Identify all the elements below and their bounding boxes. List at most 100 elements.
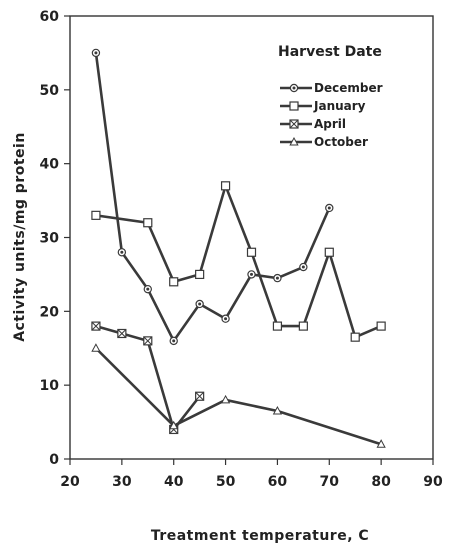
x-axis-title: Treatment temperature, C [151,528,369,544]
data-point-december [221,314,230,323]
marker-cross [117,329,127,338]
y-tick-label: 20 [40,304,60,320]
data-point-december [169,336,178,346]
marker-dot [250,272,253,276]
marker-square [91,210,101,220]
legend-label: October [314,135,368,149]
marker-dot [327,206,331,210]
y-tick-label: 50 [40,83,60,99]
data-point-january [195,269,205,280]
data-point-april [195,391,205,401]
marker-cross [289,119,299,129]
data-point-december [273,273,282,283]
marker-square [169,277,179,287]
data-point-december [117,248,127,257]
data-point-december [325,203,334,213]
marker-cross [143,336,153,346]
x-tick-label: 20 [60,474,80,490]
marker-dot [275,276,279,280]
series-line-january [95,184,382,339]
data-point-january [324,247,334,257]
data-point-october [220,394,231,404]
marker-square [350,332,360,342]
legend-item-january: January [280,99,366,113]
marker-square [246,247,257,257]
marker-dot [292,86,296,90]
y-tick-label: 10 [40,378,60,394]
series-layer [91,48,386,448]
marker-square [195,269,205,280]
series-january [91,181,386,342]
data-point-january [350,332,360,342]
marker-square [298,321,308,331]
marker-square [220,181,231,191]
marker-dot [94,51,98,55]
marker-square [324,247,334,257]
data-point-january [169,277,179,287]
x-tick-label: 90 [423,474,443,490]
y-axis-title: Activity units/mg protein [12,132,28,342]
data-point-december [143,284,152,294]
x-tick-label: 50 [216,474,236,490]
marker-triangle [272,405,283,415]
y-tick-label: 40 [40,157,60,173]
marker-cross [195,391,204,401]
x-tick-label: 60 [268,474,288,490]
marker-triangle [91,343,101,352]
data-point-october [91,343,101,352]
y-tick-label: 60 [40,9,60,25]
legend-label: December [314,81,383,95]
series-october [91,343,386,448]
data-point-april [143,336,153,346]
legend-item-december: December [280,81,383,95]
x-tick-label: 30 [112,474,132,490]
legend-marker [289,136,299,146]
marker-square [272,321,283,331]
legend-item-october: October [280,135,368,149]
legend-label: April [314,117,346,131]
data-point-january [298,321,308,331]
marker-square [376,321,386,331]
data-point-january [220,181,231,191]
legend-marker [289,83,299,93]
data-point-january [143,218,153,228]
data-point-december [247,270,256,279]
x-tick-label: 40 [164,474,184,490]
x-tick-label: 70 [320,474,340,490]
legend-title: Harvest Date [278,44,382,60]
marker-square [143,218,153,228]
legend-marker [289,101,299,111]
series-april [91,321,205,435]
data-point-october [272,405,283,415]
y-tick-label: 30 [40,231,60,247]
marker-square [289,101,299,111]
data-point-december [299,262,308,272]
marker-dot [172,339,176,343]
legend-label: January [313,99,366,113]
data-point-october [376,439,386,448]
series-line-october [95,347,382,446]
data-point-january [246,247,257,257]
marker-dot [301,265,305,269]
axes: 20 30 40 50 60 70 80 90 0 10 20 30 40 50 60 [40,9,443,490]
marker-dot [120,250,124,254]
marker-triangle [289,136,299,146]
data-point-october [169,420,179,430]
marker-triangle [220,394,231,404]
marker-dot [146,287,150,291]
marker-triangle [169,420,179,430]
marker-cross [91,321,101,331]
series-line-december [94,52,331,343]
legend-item-april: April [280,117,346,131]
data-point-december [195,299,204,309]
x-tick-label: 80 [371,474,391,490]
data-point-april [91,321,101,331]
data-point-january [272,321,283,331]
y-tick-label: 0 [49,452,59,468]
legend: Harvest Date December January April October [278,44,383,149]
series-december [91,48,334,346]
marker-dot [198,302,202,306]
marker-triangle [376,439,386,448]
data-point-january [376,321,386,331]
